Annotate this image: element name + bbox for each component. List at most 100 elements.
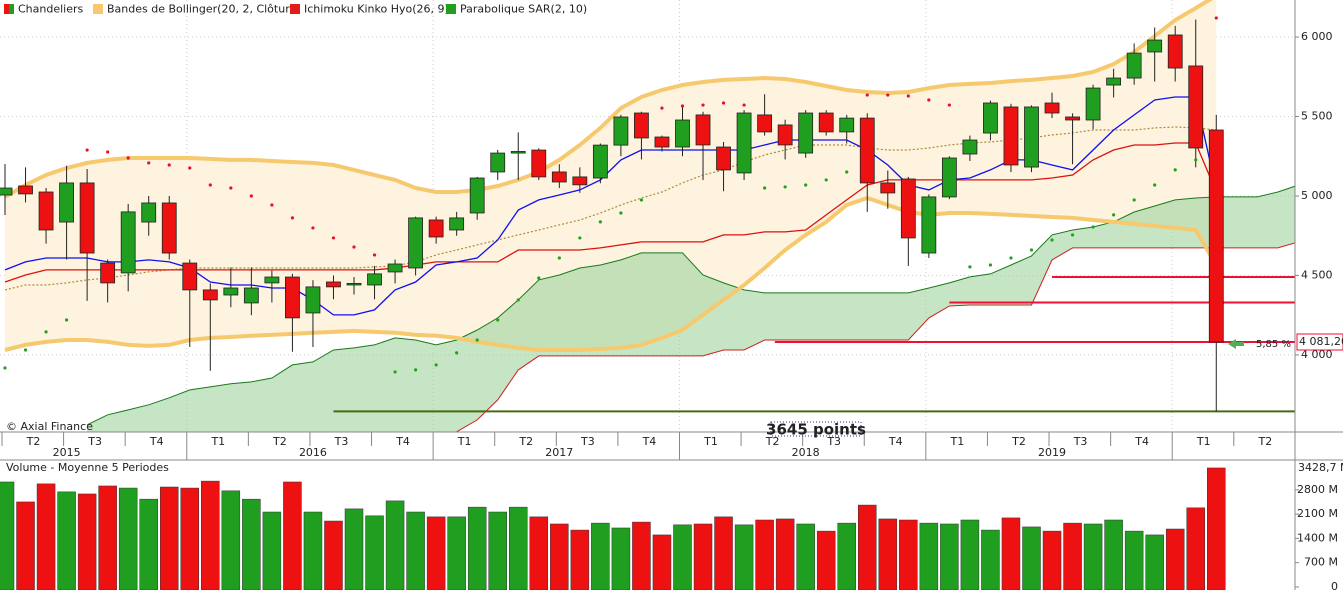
volume-bar — [693, 523, 713, 590]
sar-dot — [1050, 238, 1054, 242]
price-panel: 5,85 % — [0, 0, 1295, 432]
candle-body — [941, 157, 957, 198]
x-tick-label: T3 — [1073, 435, 1088, 448]
candle-body — [1147, 39, 1163, 53]
candle-body — [182, 262, 198, 291]
volume-bar — [632, 521, 651, 590]
x-tick-label: T1 — [457, 435, 472, 448]
volume-bar — [118, 487, 138, 590]
volume-bar — [98, 485, 117, 590]
candle-body — [839, 117, 855, 133]
volume-bar — [899, 519, 918, 590]
volume-panel — [0, 467, 1226, 590]
candle-body — [305, 286, 321, 314]
year-label: 2018 — [792, 446, 820, 459]
candle-body — [202, 289, 218, 301]
volume-bar — [1063, 522, 1082, 590]
sar-dot — [414, 368, 418, 372]
candle-body — [613, 116, 629, 146]
candle-body — [716, 146, 731, 171]
sar-dot — [1132, 198, 1136, 202]
candle-body — [38, 191, 54, 231]
x-tick-label: T3 — [580, 435, 595, 448]
volume-bar — [755, 519, 774, 590]
year-label: 2015 — [53, 446, 81, 459]
sar-dot — [85, 148, 89, 152]
sar-dot — [886, 93, 890, 97]
x-tick-label: T2 — [1011, 435, 1026, 448]
sar-dot — [290, 216, 295, 220]
candle-body — [326, 281, 341, 288]
price-label: 4 081,20 — [1299, 335, 1343, 348]
sar-dot — [188, 166, 192, 170]
sar-dot — [742, 103, 746, 107]
volume-bar — [878, 518, 898, 590]
sar-dot — [557, 256, 561, 260]
volume-bar — [1083, 523, 1103, 590]
candle-body — [531, 149, 547, 178]
volume-bar — [1186, 507, 1205, 590]
candle-body — [449, 217, 465, 231]
candle-body — [592, 144, 608, 179]
sar-dot — [1173, 168, 1177, 172]
legend-label: Bandes de Bollinger(20, 2, Clôture) — [107, 3, 301, 16]
candle-body — [223, 287, 239, 296]
candle-body — [243, 287, 259, 304]
bollinger-upper — [3, 0, 1214, 199]
volume-bar — [201, 480, 220, 590]
y-tick-label: 4 000 — [1301, 348, 1333, 361]
legend-swatch — [290, 4, 300, 14]
low-annotation: 3645 points — [766, 421, 866, 439]
candle-body — [634, 112, 649, 139]
candle-body — [695, 114, 711, 146]
y-tick-label: 5 500 — [1301, 110, 1333, 123]
x-tick-label: T3 — [826, 435, 841, 448]
volume-bar — [775, 518, 795, 590]
sar-dot — [701, 103, 705, 107]
volume-bar — [960, 519, 980, 590]
x-tick-label: T2 — [518, 435, 533, 448]
candle-body — [736, 112, 752, 174]
volume-bar — [344, 508, 364, 590]
y-tick-label: 1400 M — [1297, 531, 1338, 544]
x-tick-label: T4 — [395, 435, 410, 448]
volume-bar — [611, 527, 631, 590]
sar-dot — [270, 203, 274, 207]
volume-bar — [180, 487, 200, 590]
sar-dot — [927, 98, 931, 102]
candle-body — [18, 185, 33, 195]
sar-dot — [660, 106, 664, 110]
candle-body — [367, 273, 382, 286]
volume-bar — [550, 523, 569, 590]
bollinger-fill — [5, 0, 1217, 350]
x-tick-label: T3 — [87, 435, 102, 448]
sar-dot — [1091, 225, 1095, 229]
volume-bar — [77, 493, 97, 590]
volume-bar — [36, 483, 56, 590]
volume-bar — [509, 506, 528, 590]
volume-bar — [385, 500, 405, 590]
sar-dot — [783, 185, 787, 189]
volume-bar — [816, 530, 836, 590]
year-label: 2016 — [299, 446, 327, 459]
volume-bar — [262, 511, 282, 590]
x-tick-label: T2 — [765, 435, 780, 448]
volume-bar — [1145, 534, 1164, 590]
sar-dot — [1194, 158, 1198, 162]
bollinger-lower — [4, 195, 1219, 352]
senkou-span-a — [86, 185, 1295, 426]
candle-body — [1208, 129, 1224, 343]
sar-dot — [1009, 256, 1013, 260]
sar-dot — [1070, 233, 1075, 237]
sar-dot — [147, 161, 151, 165]
volume-title: Volume - Moyenne 5 Periodes — [6, 461, 169, 474]
sar-dot — [106, 150, 110, 154]
volume-bar — [1124, 530, 1144, 590]
sar-dot — [968, 265, 972, 269]
candle-body — [1044, 102, 1060, 114]
annotation-box — [770, 421, 862, 437]
volume-bar — [467, 506, 487, 590]
sar-dot — [167, 163, 171, 167]
sar-dot — [1214, 16, 1218, 20]
